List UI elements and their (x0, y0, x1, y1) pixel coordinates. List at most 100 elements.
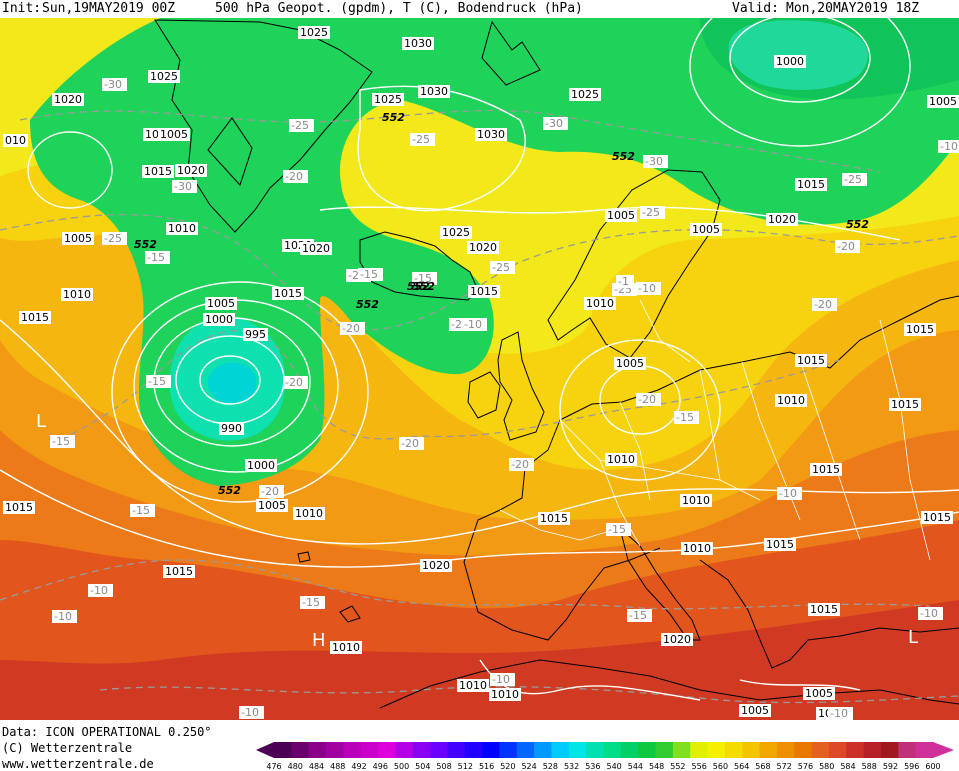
isobar-label: 1030 (418, 85, 450, 98)
scale-swatch (759, 742, 778, 758)
isobar-label-text: 1000 (247, 459, 275, 472)
low-pressure-marker: L (36, 411, 46, 432)
isobar-label-text: 1020 (422, 559, 450, 572)
isobar-label-text: 1010 (777, 394, 805, 407)
scale-swatch (742, 742, 761, 758)
isobar-label: 1025 (372, 93, 404, 106)
isotherm-label-text: -10 (638, 282, 656, 295)
isobar-label-text: 1025 (442, 226, 470, 239)
isotherm-label: -10 (490, 673, 515, 686)
isobar-label-text: 1010 (63, 288, 91, 301)
scale-tick-label: 488 (330, 762, 345, 770)
isobar-label: 1015 (904, 323, 936, 336)
isotherm-label: -15 (412, 272, 437, 285)
isotherm-label-text: -20 (342, 322, 360, 335)
isotherm-label-text: -20 (638, 393, 656, 406)
isobar-label: 1030 (402, 37, 434, 50)
isobar-label-text: 1015 (5, 501, 33, 514)
isobar-label: 1010 (293, 507, 325, 520)
scale-swatch (846, 742, 865, 758)
scale-tick-label: 540 (606, 762, 621, 770)
isobar-label-text: 1025 (571, 88, 599, 101)
scale-tick-label: 580 (819, 762, 834, 770)
scale-swatch (308, 742, 327, 758)
scale-tick-label: 504 (415, 762, 430, 770)
scale-swatch (880, 742, 899, 758)
isobar-label: 1010 (775, 394, 807, 407)
isobar-label: 1020 (52, 93, 84, 106)
contour-552-label: 552 (612, 150, 635, 163)
scale-swatch (343, 742, 362, 758)
scale-tick-label: 548 (649, 762, 664, 770)
isotherm-label-text: -20 (285, 376, 303, 389)
scale-arrow-min (256, 742, 274, 758)
scale-tick-label: 564 (734, 762, 749, 770)
valid-time: Mon,20MAY2019 18Z (786, 1, 920, 16)
isotherm-label: -10 (918, 607, 943, 620)
isotherm-label-text: -30 (174, 180, 192, 193)
isotherm-label-text: -10 (90, 584, 108, 597)
isobar-label-text: 1005 (616, 357, 644, 370)
isobar-label-text: 1005 (929, 95, 957, 108)
scale-tick-label: 560 (713, 762, 728, 770)
isotherm-label: -20 (340, 322, 365, 335)
scale-swatch (447, 742, 466, 758)
data-source: Data: ICON OPERATIONAL 0.250° (2, 725, 212, 739)
scale-tick-label: 544 (628, 762, 643, 770)
contour-552-label: 552 (412, 280, 435, 293)
scale-swatch (464, 742, 483, 758)
isobar-label: 1025 (440, 226, 472, 239)
scale-swatch (499, 742, 518, 758)
isobar-label: 1005 (62, 232, 94, 245)
copyright: (C) Wetterzentrale (2, 741, 133, 755)
isotherm-label: -15 (146, 375, 171, 388)
isobar-label-text: 1025 (150, 70, 178, 83)
isobar-label: 1015 (163, 565, 195, 578)
scale-swatch (828, 742, 847, 758)
isotherm-label-text: -20 (511, 458, 529, 471)
isobar-label: 1015 (142, 165, 174, 178)
scale-swatch (378, 742, 396, 758)
scale-tick-label: 556 (692, 762, 707, 770)
isobar-label-text: 1005 (160, 128, 188, 141)
isobar-label-text: 1015 (812, 463, 840, 476)
isotherm-label-text: -30 (645, 155, 663, 168)
scale-tick-label: 500 (394, 762, 409, 770)
contour-552-label: 552 (356, 298, 379, 311)
isotherm-label-text: -30 (545, 117, 563, 130)
scale-tick-label: 480 (288, 762, 303, 770)
isobar-label: 1005 (927, 95, 959, 108)
scale-tick-label: 508 (436, 762, 451, 770)
isotherm-label-text: -15 (676, 411, 694, 424)
isobar-label-text: 1010 (586, 297, 614, 310)
isobar-label: 1015 (3, 501, 35, 514)
isobar-label-text: 995 (245, 328, 266, 341)
isobar-label-text: 1010 (332, 641, 360, 654)
isobar-label: 1005 (256, 499, 288, 512)
isobar-label: 1010 (330, 641, 362, 654)
isotherm-label-text: -15 (132, 504, 150, 517)
geopotential-band (207, 362, 257, 405)
weather-map: 1025 1030 1025 1020 1025 1030 1025 1030 1000 1005… (0, 18, 959, 720)
isotherm-label: -10 (636, 282, 661, 295)
isobar-label: 1010 (61, 288, 93, 301)
isotherm-label: -15 (145, 251, 170, 264)
isobar-label-text: 1010 (491, 688, 519, 701)
isotherm-label-text: -25 (291, 119, 309, 132)
scale-tick-label: 600 (925, 762, 940, 770)
isotherm-label: -20 (812, 298, 837, 311)
isotherm-label: -10 (938, 140, 959, 153)
isobar-label-text: 1020 (177, 164, 205, 177)
isobar-label-text: 1005 (607, 209, 635, 222)
website-link[interactable]: www.wetterzentrale.de (2, 757, 154, 771)
scale-tick-label: 512 (458, 762, 473, 770)
isotherm-label: -1 (616, 275, 634, 288)
isobar-label-text: 1030 (404, 37, 432, 50)
isobar-label-text: 1005 (207, 297, 235, 310)
isotherm-label: -20 (509, 458, 534, 471)
isotherm-label-text: -20 (261, 485, 279, 498)
isobar-label-text: 1025 (374, 93, 402, 106)
isobar-label: 995 (243, 328, 268, 341)
isobar-label-text: 1010 (459, 679, 487, 692)
scale-tick-label: 528 (543, 762, 558, 770)
